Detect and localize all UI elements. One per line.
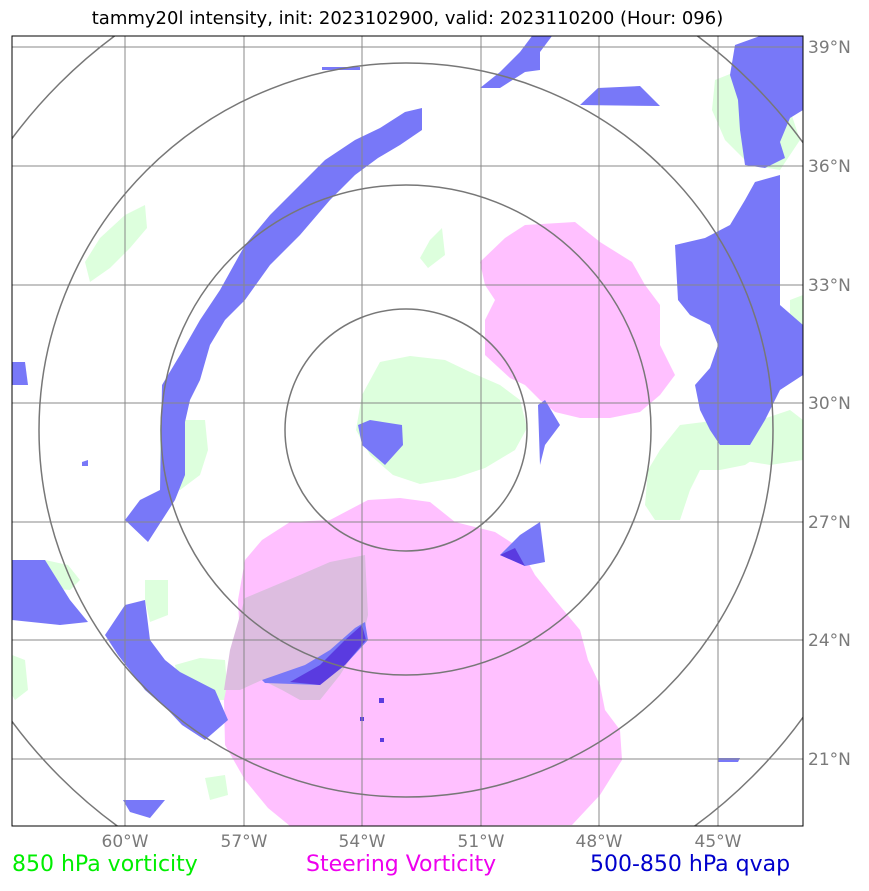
qvap-region [538,400,560,465]
range-ring [284,308,528,552]
map-frame [11,35,804,827]
legend-steering-vorticity: Steering Vorticity [306,852,497,877]
overlap-purple-region [379,698,384,703]
vorticity-region [420,228,445,268]
qvap-region [580,86,660,106]
range-ring [38,62,774,798]
lon-tick-label: 57°W [221,832,268,852]
qvap-region [123,800,165,818]
lon-tick-label: 54°W [339,832,386,852]
lon-tick-label: 48°W [576,832,623,852]
legend-850-vorticity: 850 hPa vorticity [12,852,198,877]
vorticity-region [12,655,28,700]
qvap-region [358,420,403,465]
steering-region [480,222,675,418]
vorticity-region [175,658,228,700]
lat-tick-label: 24°N [808,631,851,651]
lat-tick-label: 30°N [808,394,851,414]
vorticity-region [85,205,147,282]
lon-tick-label: 51°W [458,832,505,852]
range-ring [160,184,652,676]
qvap-region [12,362,28,385]
qvap-region [730,36,803,168]
legend-qvap: 500-850 hPa qvap [590,852,791,877]
qvap-layer [12,36,803,818]
graticule [12,36,803,826]
overlap-purple-region [380,738,384,742]
vorticity-region [205,775,228,800]
qvap-region [12,560,88,625]
lat-tick-label: 21°N [808,750,851,770]
lat-tick-label: 39°N [808,38,851,58]
qvap-region [675,175,803,445]
lat-tick-label: 33°N [808,276,851,296]
qvap-region [82,460,88,466]
lat-tick-label: 27°N [808,513,851,533]
qvap-region [125,108,422,542]
map-title: tammy20l intensity, init: 2023102900, va… [91,8,724,29]
overlap-purple-region [500,548,525,566]
vorticity-region [356,356,527,484]
vorticity-region [145,580,168,622]
steering-vorticity-layer [224,222,675,826]
lon-tick-label: 45°W [695,832,742,852]
lon-tick-label: 60°W [102,832,149,852]
lat-tick-label: 36°N [808,157,851,177]
vorticity-region [730,410,803,465]
lon-tick-labels: 60°W 57°W 54°W 51°W 48°W 45°W [102,832,742,852]
lat-tick-labels: 39°N 36°N 33°N 30°N 27°N 24°N 21°N [808,38,851,770]
qvap-region [105,600,228,740]
